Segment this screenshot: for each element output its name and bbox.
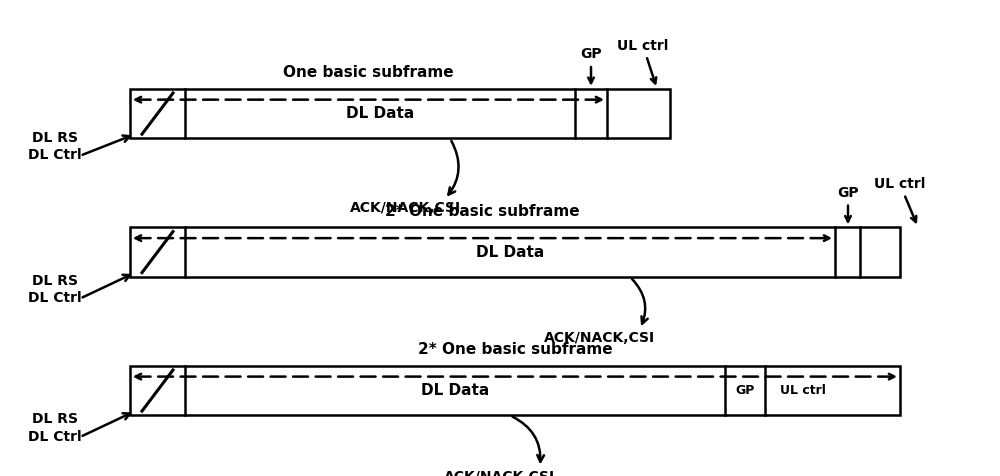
Text: 2* One basic subframe: 2* One basic subframe [418, 342, 612, 357]
Text: GP: GP [580, 48, 602, 83]
Text: DL Data: DL Data [421, 383, 489, 398]
Bar [130, 227, 900, 277]
Text: UL ctrl: UL ctrl [780, 384, 825, 397]
Text: GP: GP [735, 384, 755, 397]
Text: DL RS: DL RS [32, 274, 78, 288]
Text: DL Data: DL Data [476, 245, 544, 259]
Bar [130, 366, 900, 416]
Bar [130, 89, 670, 139]
Text: DL Data: DL Data [346, 106, 414, 121]
Text: UL ctrl: UL ctrl [874, 177, 926, 222]
Text: ACK/NACK,CSI: ACK/NACK,CSI [444, 469, 556, 476]
Text: DL Ctrl: DL Ctrl [28, 291, 82, 305]
Text: One basic subframe: One basic subframe [283, 65, 454, 80]
Text: DL RS: DL RS [32, 131, 78, 145]
Text: 2* One basic subframe: 2* One basic subframe [385, 204, 580, 218]
Text: GP: GP [837, 186, 859, 222]
Text: DL Ctrl: DL Ctrl [28, 429, 82, 444]
Text: DL Ctrl: DL Ctrl [28, 148, 82, 162]
Text: ACK/NACK,CSI: ACK/NACK,CSI [349, 201, 461, 215]
Text: UL ctrl: UL ctrl [617, 39, 669, 83]
Text: ACK/NACK,CSI: ACK/NACK,CSI [544, 331, 656, 345]
Text: DL RS: DL RS [32, 412, 78, 426]
